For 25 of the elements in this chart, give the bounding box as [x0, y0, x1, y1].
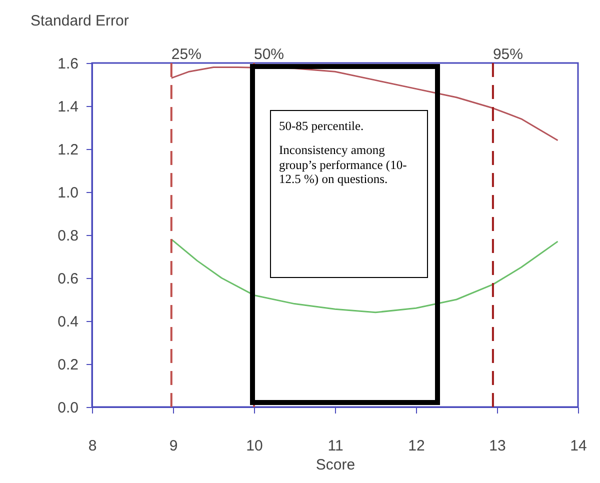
y-tick-label: 0.8 — [58, 228, 78, 244]
annotation: 95% — [492, 46, 523, 63]
x-tick-label: 14 — [570, 438, 587, 454]
annotation: 25% — [171, 46, 202, 63]
y-tick-label: 1.4 — [58, 98, 78, 116]
x-tick-label: 12 — [408, 438, 425, 454]
y-axis-title: Standard Error — [30, 12, 129, 30]
note-box: 50-85 percentile. Inconsistency among group’s performance (10-12.5 %) on questions. — [270, 110, 428, 278]
annotation: 50% — [254, 46, 284, 63]
annotation: Inconsistency among group’s performance (10-12.5 %) on questions. — [279, 143, 408, 186]
y-tick-label: 0.2 — [58, 356, 78, 374]
y-tick-label: 0.6 — [58, 270, 78, 288]
x-tick-label: 13 — [489, 438, 506, 454]
y-tick-label: 1.6 — [58, 56, 78, 72]
y-tick-label: 0.4 — [58, 314, 78, 330]
annotation: 50-85 percentile. — [279, 119, 365, 134]
y-tick-label: 0.0 — [58, 400, 78, 416]
x-axis-title: Score — [316, 456, 356, 474]
y-tick-label: 1.2 — [58, 142, 78, 158]
y-tick-label: 1.0 — [58, 184, 78, 202]
line-series — [170, 238, 558, 314]
x-tick-label: 11 — [328, 438, 344, 454]
x-tick-label: 8 — [88, 438, 97, 454]
x-tick-label: 10 — [246, 438, 263, 454]
x-tick-label: 9 — [169, 438, 178, 454]
